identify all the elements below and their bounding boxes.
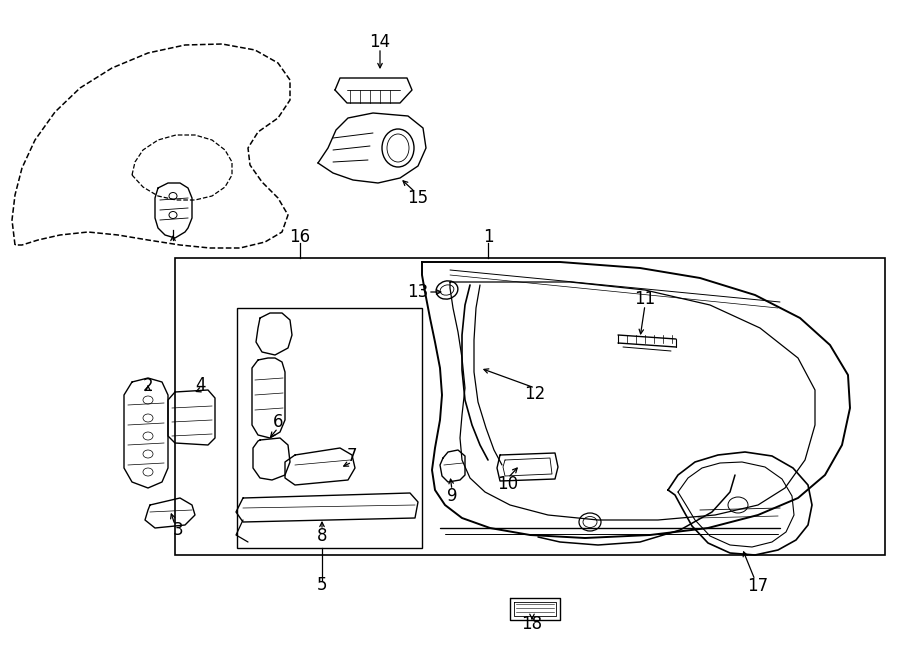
Text: 18: 18	[521, 615, 543, 633]
Text: 9: 9	[446, 487, 457, 505]
Text: 10: 10	[498, 475, 518, 493]
Text: 6: 6	[273, 413, 284, 431]
Text: 12: 12	[525, 385, 545, 403]
Text: 7: 7	[346, 447, 357, 465]
Text: 1: 1	[482, 228, 493, 246]
Text: 15: 15	[408, 189, 428, 207]
Text: 3: 3	[173, 521, 184, 539]
Text: 11: 11	[634, 290, 655, 308]
Text: 4: 4	[194, 376, 205, 394]
Text: 8: 8	[317, 527, 328, 545]
Text: 2: 2	[143, 377, 153, 395]
Text: 14: 14	[369, 33, 391, 51]
Bar	[175, 258, 885, 555]
Bar	[237, 308, 422, 548]
Text: 13: 13	[408, 283, 428, 301]
Text: 17: 17	[747, 577, 769, 595]
Text: 16: 16	[290, 228, 310, 246]
Text: 5: 5	[317, 576, 328, 594]
